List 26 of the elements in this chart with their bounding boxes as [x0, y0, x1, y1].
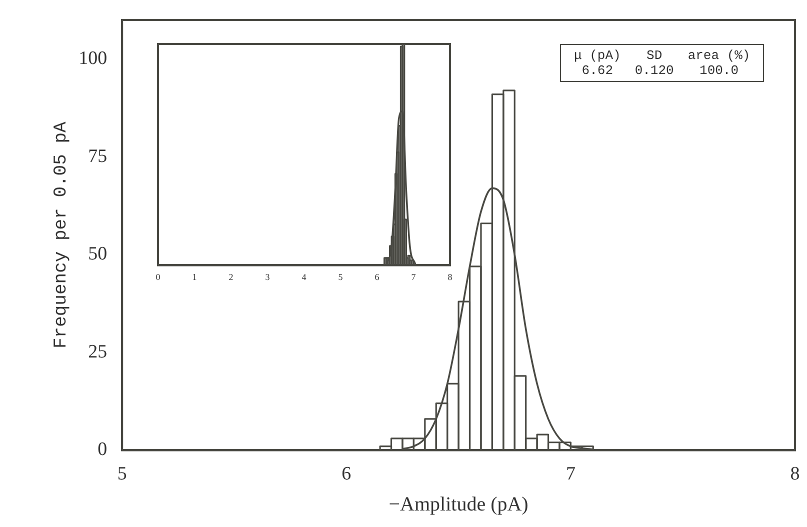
x-tick-label: 7: [411, 272, 416, 282]
annotation: SD: [646, 48, 664, 63]
x-tick-label: 1: [192, 272, 197, 282]
x-axis-title: −Amplitude (pA): [388, 493, 528, 516]
annotation: 6.62: [580, 63, 614, 78]
y-tick-label: 75: [88, 146, 108, 167]
y-tick-label: 25: [88, 341, 108, 362]
x-tick-label: 2: [228, 272, 234, 282]
y-tick-label: 50: [88, 244, 108, 265]
annotation: μ (pA): [573, 48, 622, 63]
annotation: area (%): [686, 48, 752, 63]
annotation: 100.0: [698, 63, 740, 78]
x-tick-label: 4: [302, 272, 307, 282]
x-tick-label: 8: [790, 464, 800, 485]
y-axis-title: Frequency per 0.05 pA: [52, 121, 72, 349]
y-tick-label: 100: [78, 48, 108, 70]
y-tick-label: 0: [98, 439, 108, 460]
annotation: 0.120: [634, 63, 675, 78]
x-tick-label: 5: [117, 464, 127, 485]
x-tick-label: 5: [338, 272, 344, 282]
x-tick-label: 7: [566, 464, 576, 485]
x-tick-label: 6: [342, 464, 352, 485]
x-tick-label: 0: [156, 272, 161, 282]
x-tick-label: 8: [448, 272, 453, 282]
x-tick-label: 3: [265, 272, 270, 282]
x-tick-label: 6: [374, 272, 380, 282]
